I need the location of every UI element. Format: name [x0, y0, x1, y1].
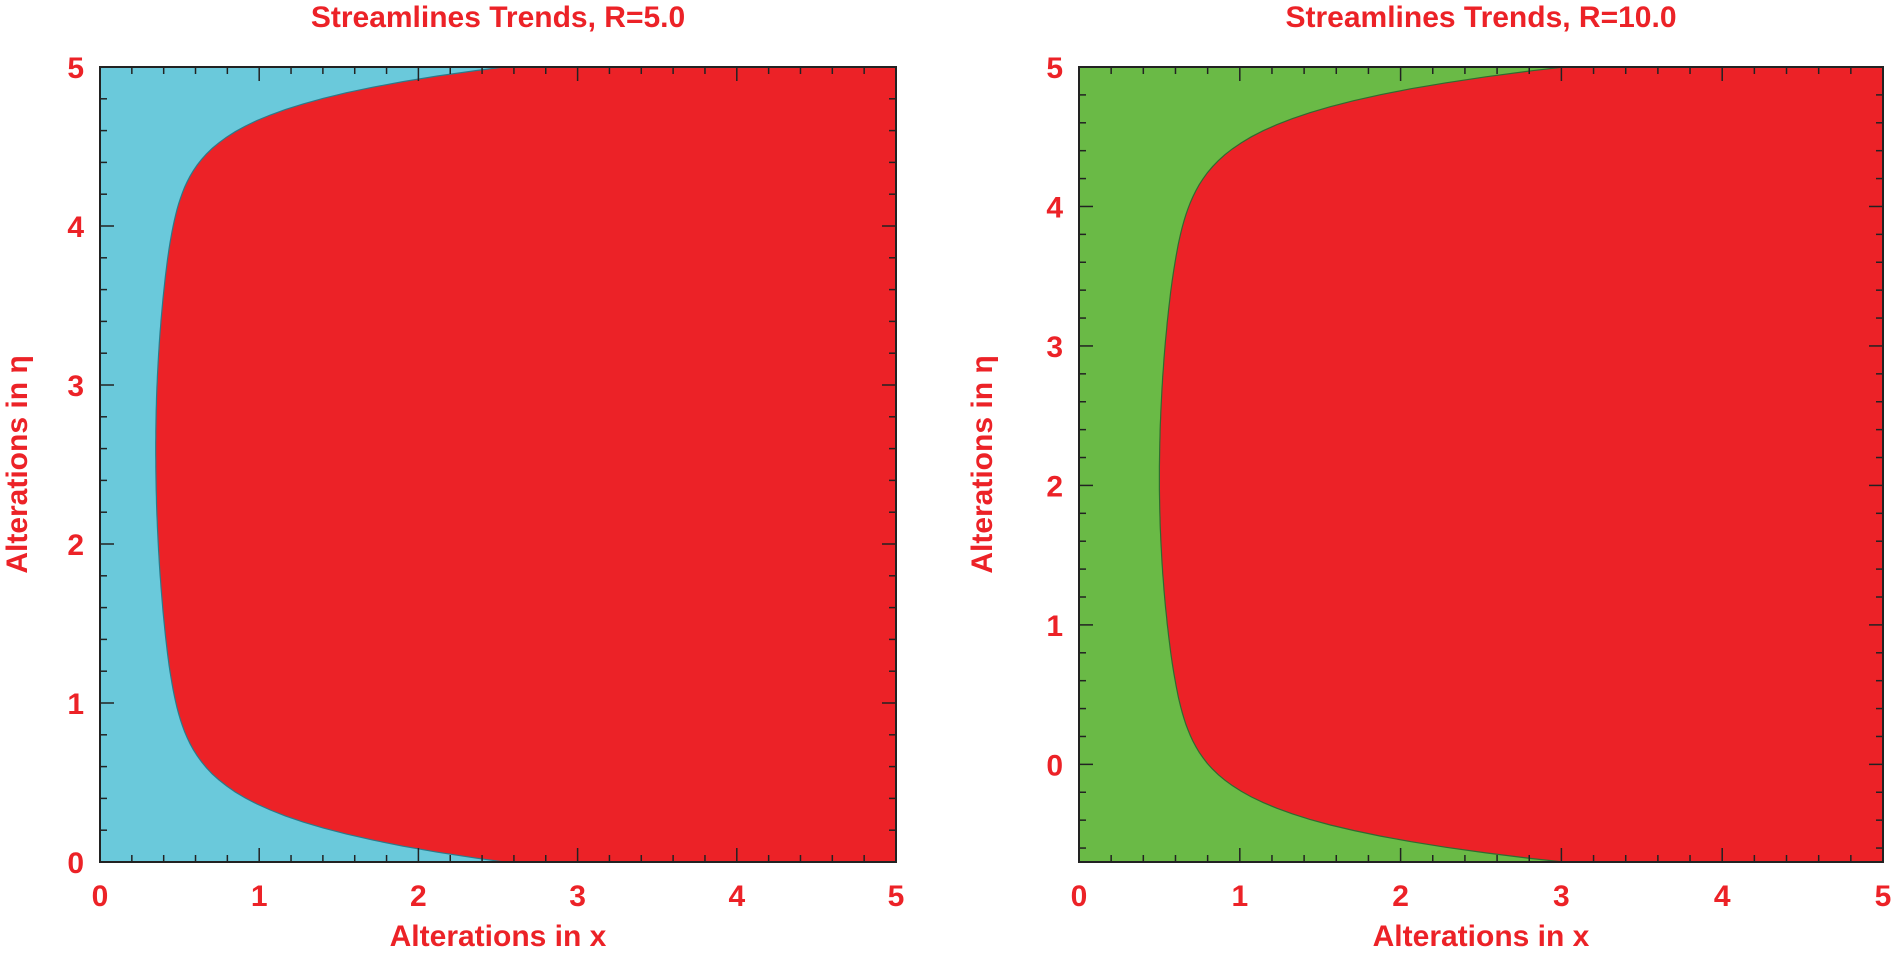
r5-xtick-label-1: 1: [251, 880, 268, 913]
r5-band-17: [887, 379, 896, 524]
r10-y-axis-label: Alterations in η: [966, 355, 999, 573]
r10-xtick-label-0: 0: [1071, 880, 1088, 913]
r5-ytick-label-5: 5: [67, 52, 84, 85]
r10-xtick-label-3: 3: [1553, 880, 1570, 913]
r5-plot-area: [100, 67, 896, 862]
r10-ytick-label-3: 3: [1046, 331, 1063, 364]
r10-xtick-label-2: 2: [1392, 880, 1409, 913]
r5-x-axis-label: Alterations in x: [390, 920, 607, 953]
r5-xtick-label-0: 0: [92, 880, 109, 913]
r10-xtick-label-5: 5: [1875, 880, 1892, 913]
r5-ticks: [99, 66, 897, 863]
r10-plot-frame: [1078, 66, 1884, 863]
r10-ytick-label-4: 4: [1046, 191, 1063, 224]
r5-band-1: [155, 67, 896, 862]
chart-r5: 0 1 2 3 4 5 0 1 2 3 4 5 Streamlines Trends, R=5.0 Alt…: [0, 0, 949, 964]
r5-ytick-label-0: 0: [67, 847, 84, 880]
r10-xtick-label-4: 4: [1714, 880, 1731, 913]
r5-chart-title: Streamlines Trends, R=5.0: [311, 1, 685, 34]
r5-xtick-label-4: 4: [728, 880, 745, 913]
chart-r10: 0 1 2 3 4 5 0 1 2 3 4 5 Streamlines Trends, R=10.0 Al…: [949, 0, 1898, 964]
r10-chart-title: Streamlines Trends, R=10.0: [1285, 1, 1676, 34]
chart-r10-svg: 0 1 2 3 4 5 0 1 2 3 4 5 Streamlines Trends, R=10.0 Al…: [966, 1, 1892, 953]
r5-plot-frame: [99, 66, 897, 863]
r5-ytick-label-4: 4: [67, 211, 84, 244]
r10-ytick-label-2: 2: [1046, 470, 1063, 503]
r10-ytick-label-0: 0: [1046, 749, 1063, 782]
r5-xtick-label-3: 3: [569, 880, 586, 913]
r5-ytick-label-1: 1: [67, 688, 84, 721]
r10-ytick-label-1: 1: [1046, 610, 1063, 643]
r10-x-axis-label: Alterations in x: [1373, 920, 1590, 953]
r5-xtick-label-5: 5: [888, 880, 905, 913]
r10-ticks: [1078, 66, 1884, 862]
r5-xtick-label-2: 2: [410, 880, 427, 913]
r5-y-axis-label: Alterations in η: [1, 355, 34, 573]
r10-plot-area: [1079, 67, 1883, 862]
chart-r5-svg: 0 1 2 3 4 5 0 1 2 3 4 5 Streamlines Trends, R=5.0 Alt…: [1, 1, 905, 953]
r10-band-1: [1158, 67, 1883, 862]
r10-ytick-label-5: 5: [1046, 52, 1063, 85]
r5-ytick-label-3: 3: [67, 370, 84, 403]
r5-ytick-label-2: 2: [67, 529, 84, 562]
r10-xtick-label-1: 1: [1231, 880, 1248, 913]
